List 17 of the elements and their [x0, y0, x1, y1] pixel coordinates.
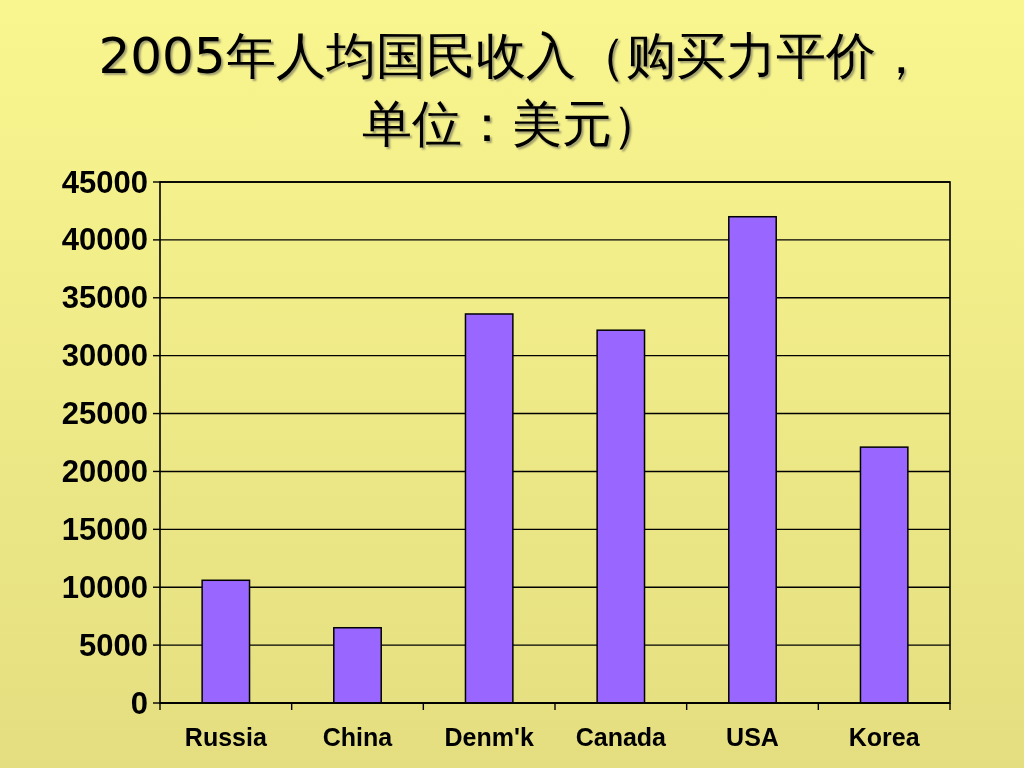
y-tick-label: 35000 — [61, 280, 148, 316]
y-tick-label: 45000 — [61, 164, 148, 200]
x-tick-label: China — [322, 723, 394, 751]
y-tick-label: 15000 — [61, 511, 148, 547]
y-tick-label: 5000 — [79, 627, 148, 663]
chart-title: 2005年人均国民收入（购买力平价，单位：美元） — [97, 26, 927, 155]
y-tick-label: 30000 — [61, 338, 148, 374]
y-tick-label: 20000 — [61, 453, 148, 489]
y-tick-label: 40000 — [61, 222, 148, 258]
y-tick-label: 10000 — [61, 569, 148, 605]
x-tick-label: Denm'k — [444, 723, 534, 751]
x-tick-label: USA — [726, 723, 779, 751]
x-tick-label: Russia — [184, 723, 268, 751]
x-tick-label: Canada — [575, 723, 668, 751]
y-tick-label: 0 — [130, 685, 148, 721]
x-tick-label: Korea — [848, 723, 921, 751]
y-tick-label: 25000 — [61, 396, 148, 432]
